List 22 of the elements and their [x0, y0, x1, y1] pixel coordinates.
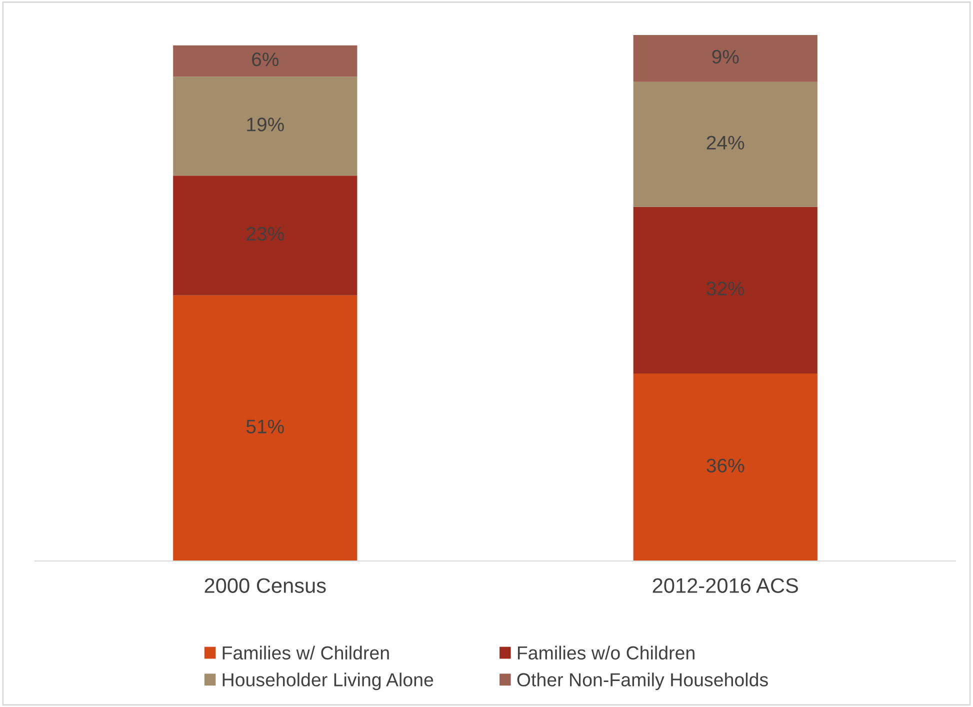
legend-label: Other Non-Family Households: [517, 672, 768, 690]
x-tick-label: 2012-2016 ACS: [652, 578, 798, 593]
data-label: 36%: [706, 458, 744, 472]
data-label: 23%: [246, 226, 284, 241]
bar: [173, 45, 358, 77]
bar: [633, 34, 818, 82]
data-label: 19%: [247, 118, 284, 132]
legend-label: Families w/o Children: [518, 646, 694, 660]
legend-label: Families w/ Children: [222, 646, 389, 660]
data-label: 24%: [706, 136, 744, 150]
data-label: 32%: [706, 282, 744, 296]
legend-label: Householder Living Alone: [222, 672, 434, 690]
bar: [633, 374, 818, 562]
data-label: 6%: [252, 52, 279, 66]
bar: [173, 176, 358, 296]
data-label: 9%: [712, 50, 739, 64]
bar: [633, 206, 818, 374]
bar: [173, 295, 358, 562]
x-tick-label: 2000 Census: [204, 578, 326, 593]
bar: [633, 82, 818, 207]
data-label: 51%: [246, 420, 284, 434]
bar: [173, 76, 358, 176]
